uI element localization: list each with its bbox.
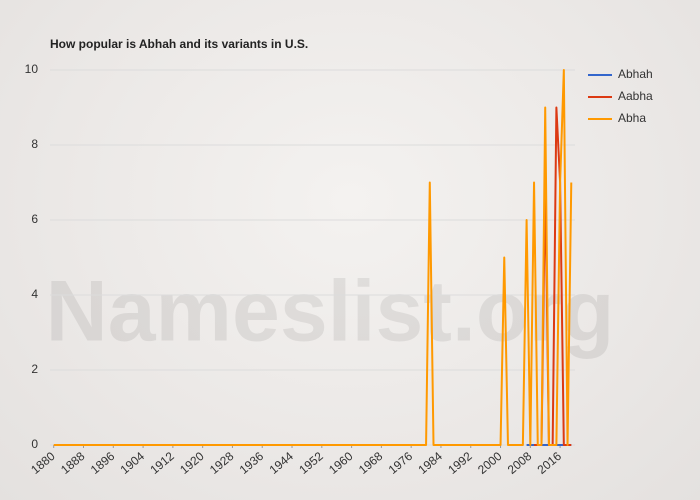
- x-tick-label: 1880: [28, 449, 58, 477]
- x-tick-label: 1984: [415, 449, 445, 477]
- legend-label: Abha: [618, 111, 646, 125]
- legend-label: Abhah: [618, 67, 653, 81]
- x-tick-label: 1968: [356, 449, 386, 477]
- y-tick-label: 0: [31, 437, 38, 451]
- x-tick-label: 1888: [58, 449, 88, 477]
- x-tick-label: 1960: [326, 449, 356, 477]
- x-tick-label: 1992: [445, 449, 475, 477]
- watermark: Nameslist.org: [46, 264, 615, 360]
- series-line: [53, 69, 573, 446]
- chart-title: How popular is Abhah and its variants in…: [50, 37, 308, 51]
- x-tick-label: 1944: [267, 449, 297, 477]
- y-tick-label: 6: [31, 212, 38, 226]
- legend-label: Aabha: [618, 89, 653, 103]
- x-tick-label: 2008: [505, 449, 535, 477]
- x-tick-label: 2000: [475, 449, 505, 477]
- y-tick-label: 2: [31, 362, 38, 376]
- x-tick-label: 1976: [386, 449, 416, 477]
- x-tick-label: 1920: [177, 449, 207, 477]
- x-tick-label: 1912: [147, 449, 177, 477]
- x-tick-label: 1952: [296, 449, 326, 477]
- x-tick-label: 1928: [207, 449, 237, 477]
- y-tick-label: 10: [25, 62, 39, 76]
- x-tick-label: 1896: [88, 449, 118, 477]
- x-tick-label: 2016: [535, 449, 565, 477]
- y-tick-label: 4: [31, 287, 38, 301]
- y-tick-label: 8: [31, 137, 38, 151]
- x-tick-label: 1936: [237, 449, 267, 477]
- x-tick-label: 1904: [118, 449, 148, 477]
